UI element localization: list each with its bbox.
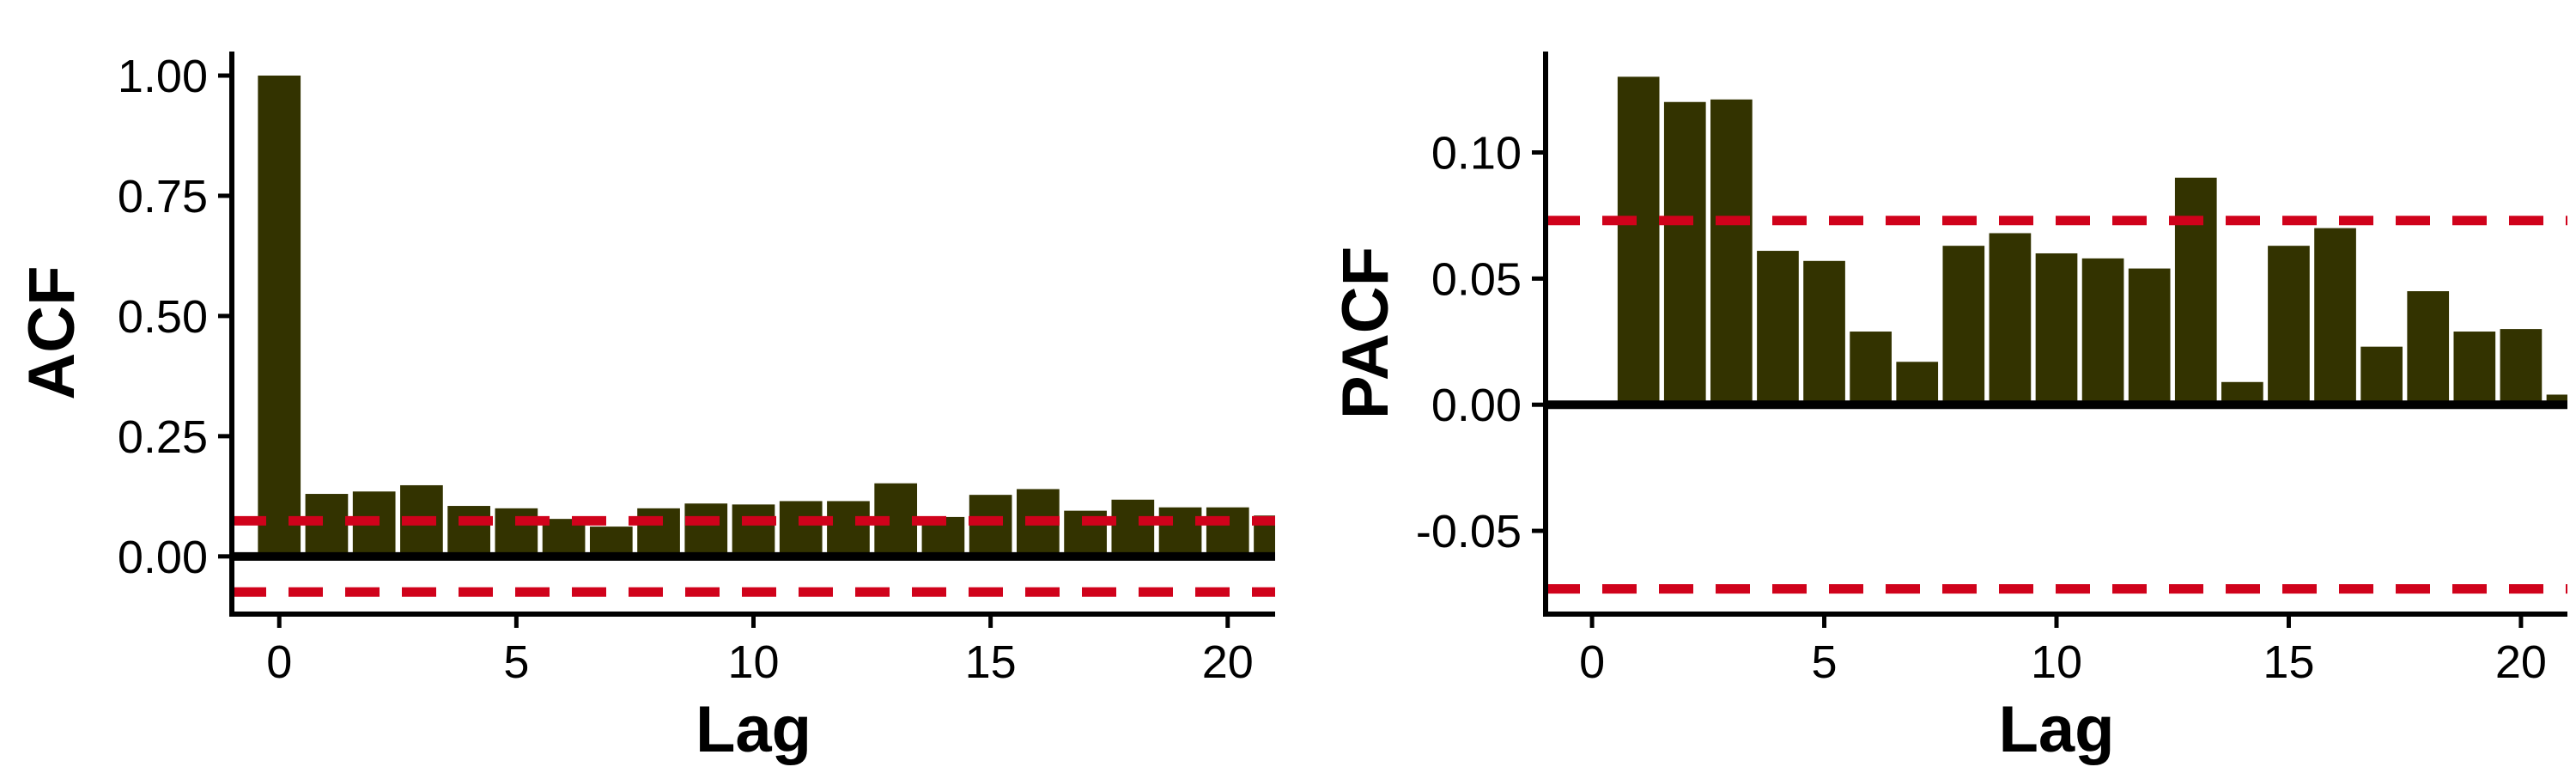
pacf-y-tick-label: 0.00 [1431, 380, 1522, 431]
acf-bar-lag-18 [1111, 499, 1155, 557]
pacf-panel: -0.05 0.00 0.05 0.10 0 5 10 15 20 Lag PACF [1329, 52, 2567, 766]
acf-bar-lag-10 [732, 504, 775, 557]
pacf-bar-lag-10 [2035, 253, 2078, 405]
pacf-bar-lag-11 [2081, 258, 2124, 405]
pacf-bar-lag-2 [1663, 101, 1706, 405]
pacf-x-tick-label: 0 [1579, 636, 1605, 688]
acf-bar-lag-7 [589, 526, 633, 557]
pacf-bar-lag-12 [2128, 268, 2171, 405]
pacf-bar-lag-18 [2407, 291, 2450, 405]
acf-y-tick-label: 0.00 [118, 532, 208, 583]
acf-x-tick-label: 5 [503, 636, 529, 688]
pacf-bar-lag-3 [1710, 99, 1753, 405]
acf-panel: 0.00 0.25 0.50 0.75 1.00 0 5 10 15 20 Lag ACF [15, 51, 1275, 766]
pacf-y-ticks: -0.05 0.00 0.05 0.10 [1416, 127, 1546, 557]
pacf-bar-lag-16 [2314, 228, 2356, 405]
pacf-bar-lag-17 [2360, 346, 2403, 405]
pacf-bar-lag-8 [1942, 246, 1985, 405]
pacf-y-tick-label: 0.05 [1431, 253, 1522, 305]
pacf-bar-lag-13 [2174, 177, 2217, 405]
pacf-bar-lag-1 [1617, 76, 1660, 405]
pacf-x-tick-label: 15 [2263, 636, 2314, 688]
acf-x-tick-label: 10 [727, 636, 779, 688]
acf-y-tick-label: 0.25 [118, 411, 208, 463]
acf-bar-lag-15 [969, 495, 1012, 557]
acf-bar-lag-4 [447, 506, 490, 557]
acf-bar-lag-11 [779, 501, 823, 557]
acf-bar-lag-19 [1158, 507, 1202, 557]
pacf-bar-lag-21 [2546, 394, 2567, 405]
pacf-x-tick-label: 20 [2495, 636, 2547, 688]
pacf-x-tick-label: 10 [2031, 636, 2082, 688]
pacf-x-ticks: 0 5 10 15 20 [1579, 614, 2547, 688]
pacf-bar-lag-5 [1803, 260, 1845, 405]
pacf-x-tick-label: 5 [1812, 636, 1838, 688]
pacf-y-axis-title: PACF [1329, 247, 1402, 419]
pacf-bar-lag-4 [1757, 251, 1799, 405]
acf-y-tick-label: 0.75 [118, 171, 208, 222]
acf-bars [258, 75, 1275, 557]
acf-confidence-lines [232, 515, 1275, 597]
pacf-bar-lag-15 [2268, 246, 2310, 405]
acf-x-axis-title: Lag [696, 693, 811, 766]
acf-x-tick-label: 20 [1202, 636, 1254, 688]
pacf-bar-lag-6 [1850, 332, 1892, 405]
pacf-x-axis-title: Lag [1998, 693, 2114, 766]
acf-y-tick-label: 0.50 [118, 291, 208, 343]
pacf-confidence-lines [1546, 216, 2567, 594]
pacf-bar-lag-20 [2500, 329, 2543, 405]
pacf-bar-lag-19 [2453, 332, 2496, 405]
acf-y-axis-title: ACF [15, 265, 88, 399]
pacf-bar-lag-7 [1896, 362, 1939, 405]
acf-bar-lag-9 [684, 503, 728, 557]
acf-x-tick-label: 15 [965, 636, 1017, 688]
acf-bar-lag-0 [258, 75, 301, 557]
acf-y-tick-label: 1.00 [118, 51, 208, 102]
pacf-bars [1617, 76, 2567, 405]
acf-bar-lag-12 [827, 501, 870, 557]
acf-bar-lag-5 [495, 508, 538, 557]
acf-x-tick-label: 0 [266, 636, 292, 688]
pacf-bar-lag-9 [1989, 233, 2032, 405]
pacf-y-tick-label: -0.05 [1416, 506, 1522, 557]
acf-x-ticks: 0 5 10 15 20 [266, 614, 1254, 688]
pacf-y-tick-label: 0.10 [1431, 127, 1522, 179]
acf-bar-lag-8 [637, 508, 680, 557]
acf-y-ticks: 0.00 0.25 0.50 0.75 1.00 [118, 51, 232, 583]
acf-bar-lag-20 [1206, 507, 1249, 557]
